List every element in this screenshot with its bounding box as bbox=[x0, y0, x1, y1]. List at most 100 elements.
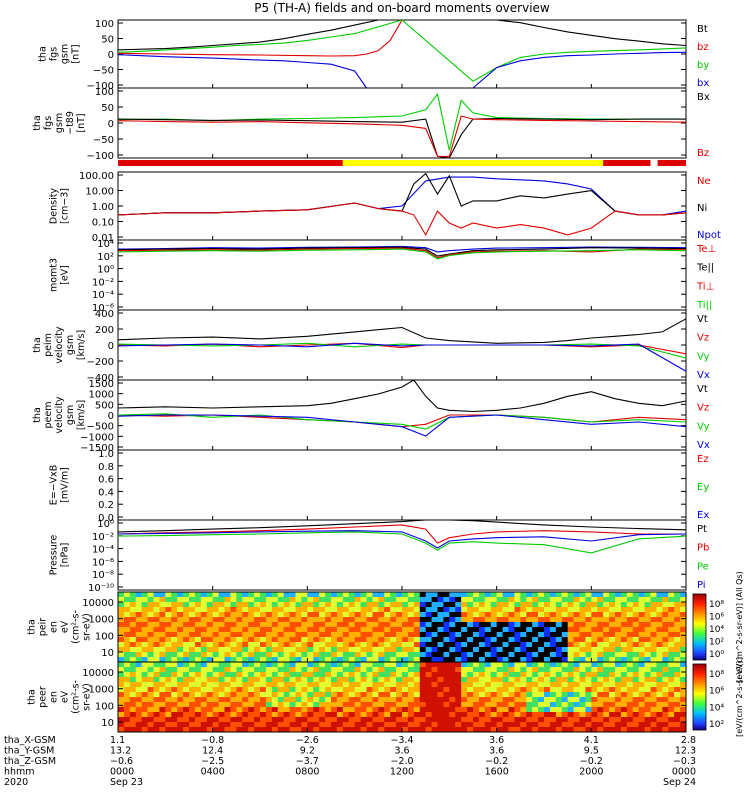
spectrogram-cell bbox=[437, 712, 444, 718]
spectrogram-cell bbox=[419, 662, 427, 668]
spectrogram-cell bbox=[579, 672, 586, 678]
spectrogram-cell bbox=[402, 652, 409, 658]
spectrogram-cell bbox=[508, 677, 515, 683]
spectrogram-cell bbox=[526, 632, 533, 638]
spectrogram-cell bbox=[656, 667, 663, 673]
spectrogram-cell bbox=[153, 592, 160, 598]
legend-entry: Ni bbox=[697, 203, 707, 214]
legend-entry: Te⊥ bbox=[696, 244, 716, 255]
spectrogram-cell bbox=[265, 607, 273, 613]
spectrogram-cell bbox=[662, 717, 669, 723]
spectrogram-cell bbox=[508, 632, 515, 638]
spectrogram-cell bbox=[265, 602, 273, 608]
series-line bbox=[118, 172, 686, 216]
spectrogram-cell bbox=[123, 697, 131, 703]
spectrogram-cell bbox=[402, 637, 409, 643]
spectrogram-cell bbox=[384, 662, 391, 668]
spectrogram-cell bbox=[455, 717, 462, 723]
y-axis-label: Density bbox=[49, 188, 60, 224]
y-tick-label: 0 bbox=[108, 50, 114, 61]
spectrogram-cell bbox=[390, 637, 397, 643]
spectrogram-cell bbox=[224, 592, 231, 598]
spectrogram-cell bbox=[674, 597, 681, 603]
spectrogram-cell bbox=[626, 612, 634, 618]
spectrogram-cell bbox=[431, 627, 438, 633]
spectrogram-cell bbox=[325, 717, 332, 723]
colorbar-tick-label: 10⁴ bbox=[709, 703, 724, 713]
spectrogram-cell bbox=[236, 697, 243, 703]
spectrogram-cell bbox=[561, 612, 569, 618]
spectrogram-cell bbox=[212, 627, 219, 633]
spectrogram-cell bbox=[549, 727, 557, 733]
spectrogram-cell bbox=[396, 667, 403, 673]
spectrogram-cell bbox=[342, 607, 350, 613]
spectrogram-cell bbox=[141, 692, 148, 698]
spectrogram-cell bbox=[555, 627, 563, 633]
spectrogram-cell bbox=[425, 622, 432, 628]
y-tick-label: 10⁻⁴ bbox=[92, 290, 114, 301]
spectrogram-cell bbox=[372, 627, 379, 633]
spectrogram-cell bbox=[573, 727, 580, 733]
spectrogram-cell bbox=[271, 607, 279, 613]
spectrogram-cell bbox=[431, 602, 438, 608]
spectrogram-cell bbox=[200, 722, 208, 728]
spectrogram-cell bbox=[248, 607, 255, 613]
spectrogram-cell bbox=[200, 727, 208, 733]
spectrogram-cell bbox=[579, 602, 586, 608]
spectrogram-cell bbox=[567, 692, 574, 698]
spectrogram-cell bbox=[644, 612, 651, 618]
spectrogram-cell bbox=[508, 722, 515, 728]
spectrogram-cell bbox=[668, 592, 675, 598]
spectrogram-cell bbox=[194, 657, 202, 663]
spectrogram-cell bbox=[555, 612, 563, 618]
spectrogram-cell bbox=[573, 592, 580, 598]
spectrogram-cell bbox=[443, 597, 450, 603]
spectrogram-cell bbox=[549, 622, 557, 628]
spectrogram-cell bbox=[366, 682, 373, 688]
spectrogram-cell bbox=[662, 722, 669, 728]
spectrogram-cell bbox=[265, 597, 273, 603]
spectrogram-cell bbox=[514, 647, 521, 653]
spectrogram-cell bbox=[260, 647, 267, 653]
spectrogram-cell bbox=[153, 617, 160, 623]
spectrogram-cell bbox=[591, 607, 598, 613]
spectrogram-cell bbox=[283, 717, 290, 723]
spectrogram-cell bbox=[591, 727, 598, 733]
spectrogram-cell bbox=[626, 617, 634, 623]
spectrogram-cell bbox=[372, 622, 379, 628]
spectrogram-cell bbox=[508, 697, 515, 703]
spectrogram-cell bbox=[662, 647, 669, 653]
spectrogram-cell bbox=[165, 602, 172, 608]
spectrogram-cell bbox=[544, 662, 551, 668]
spectrogram-cell bbox=[336, 622, 344, 628]
spectrogram-cell bbox=[478, 592, 486, 598]
spectrogram-cell bbox=[307, 597, 314, 603]
spectrogram-cell bbox=[212, 722, 219, 728]
x-axis-value: 12.4 bbox=[202, 746, 223, 757]
spectrogram-cell bbox=[455, 677, 462, 683]
spectrogram-cell bbox=[449, 607, 456, 613]
spectrogram-cell bbox=[325, 672, 332, 678]
spectrogram-cell bbox=[248, 657, 255, 663]
spectrogram-cell bbox=[656, 712, 663, 718]
spectrogram-cell bbox=[307, 692, 314, 698]
spectrogram-cell bbox=[514, 697, 521, 703]
spectrogram-cell bbox=[490, 592, 498, 598]
spectrogram-cell bbox=[313, 632, 320, 638]
x-axis-value: Sep 23 bbox=[110, 777, 143, 788]
spectrogram-cell bbox=[372, 652, 379, 658]
spectrogram-cell bbox=[200, 592, 208, 598]
spectrogram-cell bbox=[644, 652, 651, 658]
spectrogram-cell bbox=[171, 617, 178, 623]
spectrogram-cell bbox=[413, 592, 421, 598]
spectrogram-cell bbox=[656, 722, 663, 728]
spectrogram-cell bbox=[147, 707, 154, 713]
spectrogram-cell bbox=[301, 662, 308, 668]
spectrogram-cell bbox=[331, 682, 338, 688]
spectrogram-cell bbox=[165, 607, 172, 613]
spectrogram-cell bbox=[242, 702, 249, 708]
spectrogram-cell bbox=[396, 712, 403, 718]
spectrogram-cell bbox=[662, 627, 669, 633]
spectrogram-cell bbox=[396, 687, 403, 693]
